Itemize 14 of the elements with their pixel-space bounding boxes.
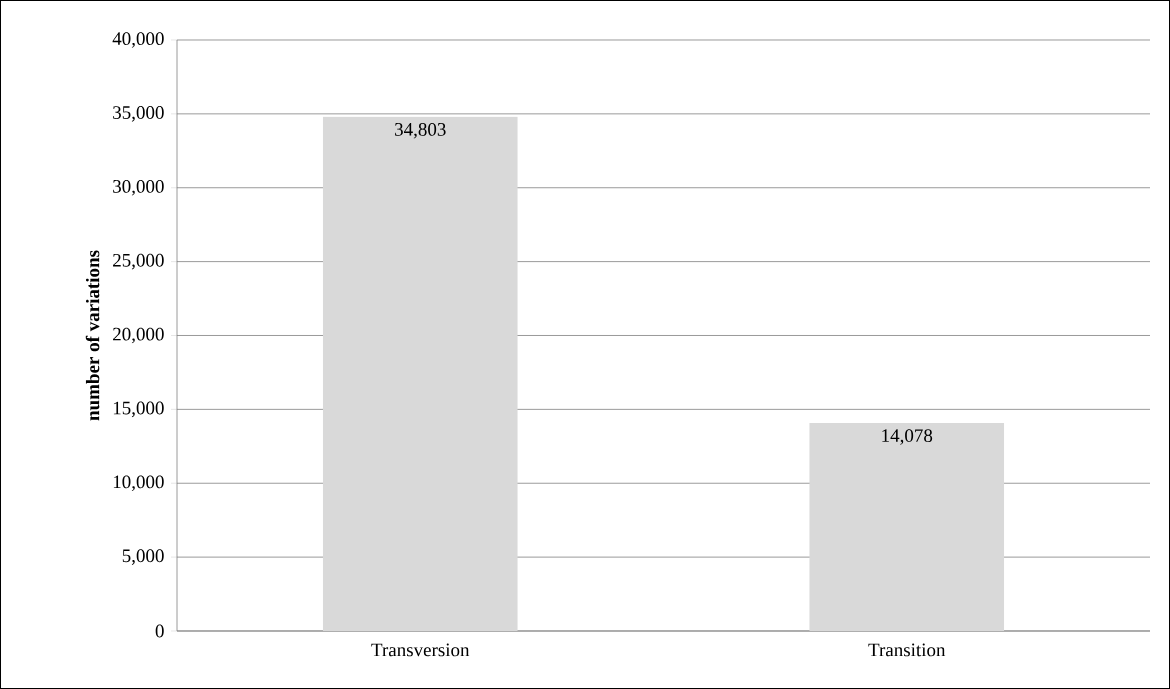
y-tick-label: 35,000 xyxy=(113,106,164,122)
y-tick-label: 40,000 xyxy=(112,32,164,48)
y-tick-label: 25,000 xyxy=(113,253,164,270)
data-label: 14,078 xyxy=(882,429,933,445)
y-tick-label: 15,000 xyxy=(113,401,164,418)
y-tick-label: 5,000 xyxy=(122,549,164,565)
y-axis-title: number of variations xyxy=(85,250,100,421)
y-tick-label: 20,000 xyxy=(113,327,164,344)
y-tick-label: 10,000 xyxy=(113,475,164,492)
x-tick-label: Transition xyxy=(868,643,946,657)
data-label: 34,803 xyxy=(395,122,446,139)
y-tick-label: 0 xyxy=(155,624,164,638)
y-tick-label: 30,000 xyxy=(113,179,164,196)
x-tick-label: Transversion xyxy=(371,643,470,657)
